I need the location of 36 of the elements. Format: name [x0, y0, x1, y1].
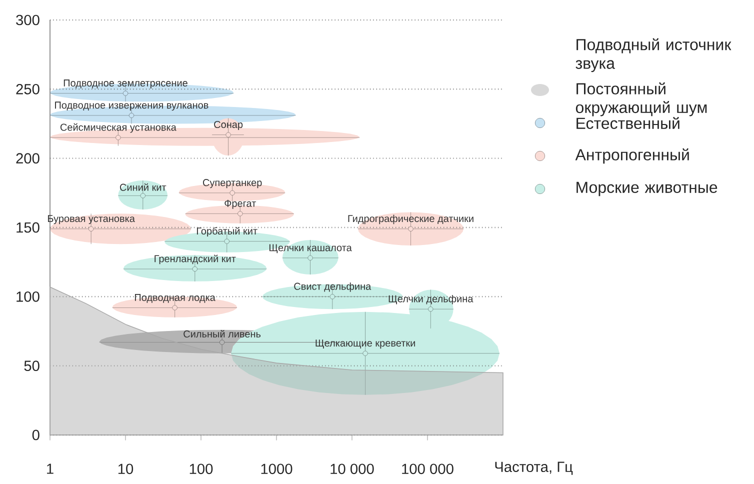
annotation: Сейсмическая установка: [60, 123, 176, 133]
x-tick-label: 100 000: [402, 464, 454, 474]
legend-title: Подводный источник звука: [576, 38, 732, 72]
annotation: Щелчки дельфина: [388, 294, 474, 304]
x-tick-label: 1: [47, 464, 54, 474]
x-tick-label: 1000: [261, 464, 292, 474]
annotation: Щелкающие креветки: [316, 340, 415, 349]
y-tick-label: 250: [16, 84, 40, 94]
x-tick-label: 10 000: [330, 464, 374, 474]
annotation: Сонар: [214, 120, 243, 130]
annotation: Гренландский кит: [154, 254, 236, 264]
legend-label: Морские животные: [576, 182, 718, 196]
annotation: Подводное землетрясение: [64, 80, 188, 89]
annotation: Буровая установка: [48, 215, 135, 224]
y-tick-label: 0: [32, 430, 40, 440]
y-tick-label: 50: [24, 360, 40, 372]
y-tick-label: 300: [16, 14, 40, 26]
y-tick-label: 200: [16, 153, 40, 164]
x-tick-label: 100: [190, 464, 213, 474]
annotation: Подводное извержения вулканов: [55, 102, 208, 111]
x-tick-label: 10: [118, 464, 134, 474]
annotation: Фрегат: [224, 200, 256, 209]
y-tick-label: 100: [16, 291, 40, 302]
legend-label: Постоянный окружающий шум: [576, 82, 707, 116]
annotation: Горбатый кит: [196, 227, 258, 237]
annotation: Щелчки кашалота: [269, 244, 352, 254]
legend-label: Естественный: [576, 116, 680, 129]
legend-label: Антропогенный: [575, 148, 689, 164]
annotation: Супертанкер: [202, 179, 262, 188]
annotation: Свист дельфина: [294, 282, 372, 292]
annotation: Сильный ливень: [184, 330, 261, 338]
annotation: Подводная лодка: [134, 294, 216, 303]
annotation: Синий кит: [120, 183, 166, 191]
x-axis-title: Частота, Гц: [495, 462, 573, 475]
y-tick-label: 150: [16, 222, 40, 233]
annotation: Гидрографические датчики: [348, 214, 474, 224]
